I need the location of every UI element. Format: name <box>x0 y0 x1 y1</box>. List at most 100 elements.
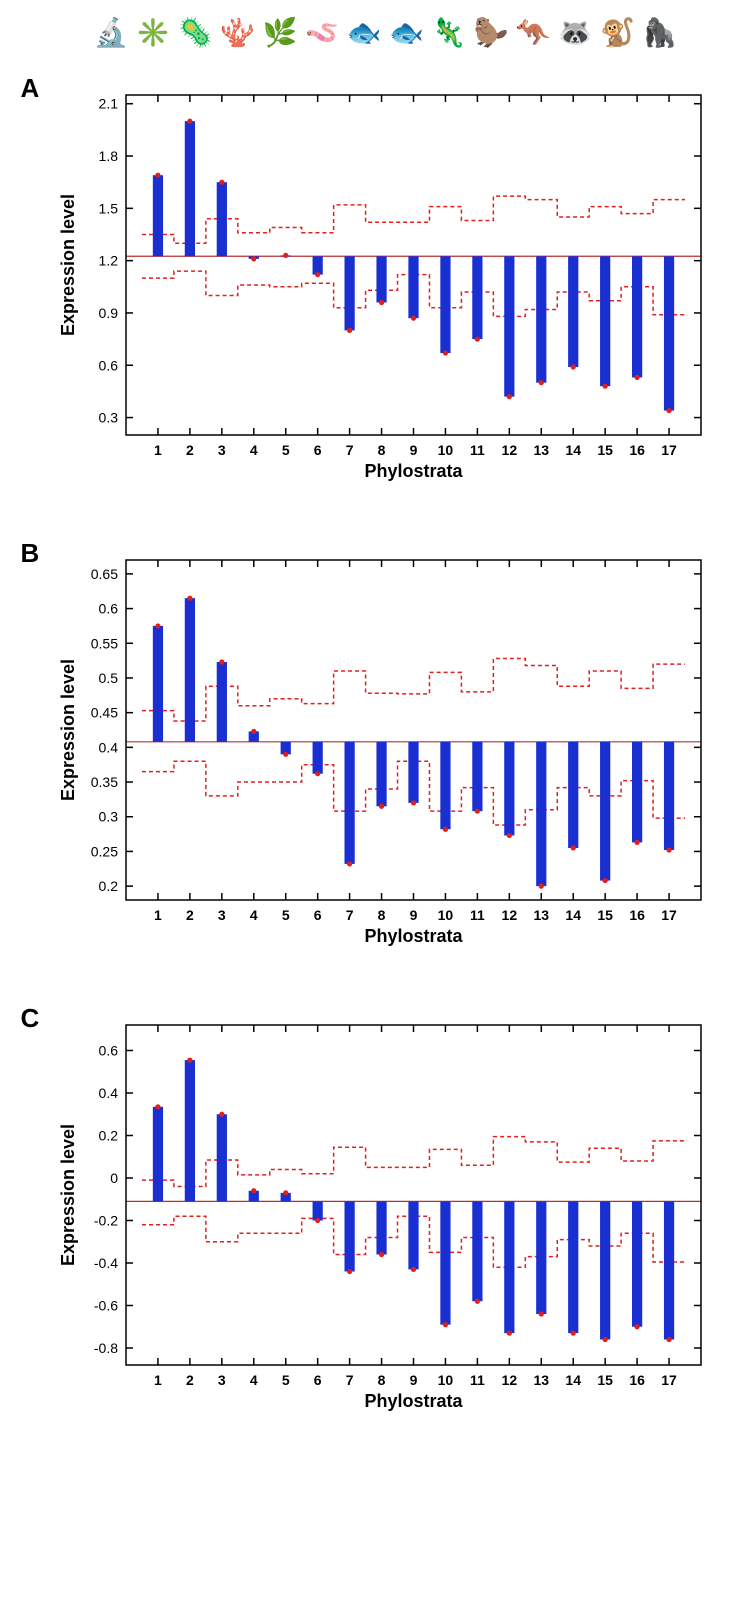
bar <box>663 256 673 410</box>
bar-marker <box>283 752 288 757</box>
bar <box>376 1201 386 1254</box>
x-tick-label: 17 <box>661 907 677 923</box>
organism-icon-5: 🌿 <box>262 16 297 49</box>
bar <box>408 1201 418 1269</box>
x-tick-label: 9 <box>409 907 417 923</box>
bar-marker <box>283 253 288 258</box>
bar <box>632 1201 642 1326</box>
bar <box>663 1201 673 1339</box>
y-tick-label: 0.4 <box>98 739 118 755</box>
bar-marker <box>315 771 320 776</box>
bar-marker <box>251 1188 256 1193</box>
page: 🔬✳️🦠🪸🌿🪱🐟🐟🦎🦫🦘🦝🐒🦍 A0.30.60.91.21.51.82.112… <box>0 0 741 1490</box>
organism-icon-8: 🐟 <box>389 16 424 49</box>
bar-marker <box>155 623 160 628</box>
x-tick-label: 14 <box>565 907 581 923</box>
bar <box>408 256 418 318</box>
x-tick-label: 6 <box>313 442 321 458</box>
bar <box>216 182 226 256</box>
x-tick-label: 1 <box>154 907 162 923</box>
x-tick-label: 5 <box>281 1372 289 1388</box>
y-tick-label: 0.65 <box>90 566 117 582</box>
panel-A: A0.30.60.91.21.51.82.1123456789101112131… <box>21 65 721 485</box>
x-tick-label: 16 <box>629 907 645 923</box>
bar <box>376 256 386 302</box>
panel-C: C-0.8-0.6-0.4-0.200.20.40.61234567891011… <box>21 995 721 1415</box>
bar-marker <box>570 1331 575 1336</box>
bar-marker <box>474 1299 479 1304</box>
bar <box>504 742 514 836</box>
bar-marker <box>187 1057 192 1062</box>
x-tick-label: 6 <box>313 1372 321 1388</box>
y-tick-label: 0.5 <box>98 670 118 686</box>
bar-marker <box>347 328 352 333</box>
bar-marker <box>634 1324 639 1329</box>
y-axis-title: Expression level <box>58 659 78 801</box>
bar-marker <box>219 1112 224 1117</box>
x-tick-label: 14 <box>565 1372 581 1388</box>
bar <box>600 256 610 386</box>
bar-marker <box>219 659 224 664</box>
x-tick-label: 8 <box>377 1372 385 1388</box>
bar-marker <box>538 380 543 385</box>
x-tick-label: 7 <box>345 442 353 458</box>
y-tick-label: 0.6 <box>98 601 118 617</box>
bar <box>152 1107 162 1202</box>
bar <box>504 1201 514 1333</box>
chart-svg-C: -0.8-0.6-0.4-0.200.20.40.612345678910111… <box>56 995 716 1415</box>
bar-marker <box>155 173 160 178</box>
x-tick-label: 7 <box>345 1372 353 1388</box>
bar <box>440 1201 450 1324</box>
y-tick-label: 0 <box>110 1170 118 1186</box>
x-tick-label: 5 <box>281 442 289 458</box>
x-tick-label: 1 <box>154 442 162 458</box>
y-tick-label: 0.2 <box>98 1128 118 1144</box>
x-tick-label: 12 <box>501 907 517 923</box>
bar <box>600 1201 610 1339</box>
bar <box>184 121 194 256</box>
panel-label-C: C <box>21 1003 40 1034</box>
y-axis-title: Expression level <box>58 194 78 336</box>
x-tick-label: 16 <box>629 1372 645 1388</box>
x-tick-label: 12 <box>501 442 517 458</box>
bar-marker <box>347 1269 352 1274</box>
bar <box>312 256 322 274</box>
panels-container: A0.30.60.91.21.51.82.1123456789101112131… <box>0 65 741 1415</box>
x-tick-label: 13 <box>533 907 549 923</box>
bar-marker <box>602 878 607 883</box>
bar-marker <box>602 384 607 389</box>
bar-marker <box>538 1311 543 1316</box>
bar-marker <box>378 300 383 305</box>
x-tick-label: 16 <box>629 442 645 458</box>
x-axis-title: Phylostrata <box>364 926 463 946</box>
bar <box>632 742 642 843</box>
bar-marker <box>602 1337 607 1342</box>
bar <box>536 742 546 886</box>
x-tick-label: 7 <box>345 907 353 923</box>
bar-marker <box>666 1337 671 1342</box>
panel-label-A: A <box>21 73 40 104</box>
y-tick-label: 1.2 <box>98 253 118 269</box>
x-tick-label: 10 <box>437 907 453 923</box>
x-tick-label: 10 <box>437 442 453 458</box>
organism-icon-2: ✳️ <box>136 16 171 49</box>
bar <box>184 1060 194 1201</box>
x-tick-label: 17 <box>661 442 677 458</box>
bar-marker <box>474 337 479 342</box>
y-tick-label: 0.25 <box>90 843 117 859</box>
y-tick-label: 0.2 <box>98 878 118 894</box>
bar <box>184 598 194 742</box>
x-tick-label: 11 <box>469 442 484 458</box>
x-tick-label: 13 <box>533 442 549 458</box>
x-tick-label: 15 <box>597 907 613 923</box>
y-tick-label: 0.6 <box>98 357 118 373</box>
bar <box>632 256 642 377</box>
bar <box>568 1201 578 1333</box>
bar <box>600 742 610 881</box>
y-tick-label: -0.2 <box>93 1213 117 1229</box>
bar <box>568 256 578 367</box>
bar <box>216 1114 226 1201</box>
organism-icon-1: 🔬 <box>94 16 129 49</box>
x-tick-label: 9 <box>409 1372 417 1388</box>
bar-marker <box>410 800 415 805</box>
